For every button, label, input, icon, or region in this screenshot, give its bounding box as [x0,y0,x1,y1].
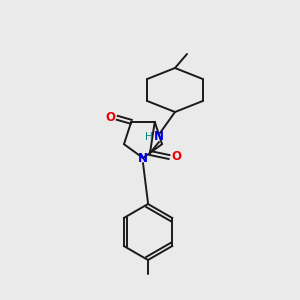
Text: H: H [145,132,153,142]
Text: N: N [138,152,148,164]
Text: N: N [154,130,164,143]
Text: O: O [171,151,181,164]
Text: O: O [105,111,115,124]
